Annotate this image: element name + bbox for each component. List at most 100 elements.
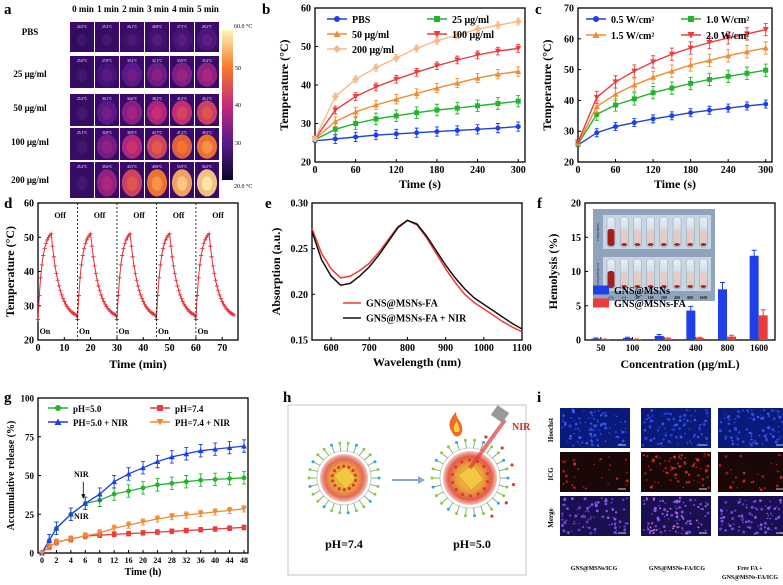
cell-dot <box>675 507 678 510</box>
cell-dot <box>779 438 781 440</box>
cell-dot <box>593 410 596 413</box>
cell-dot <box>697 443 700 446</box>
x-tick-label: 400 <box>689 343 703 353</box>
cell-dot <box>599 458 602 461</box>
data-point <box>80 253 85 258</box>
cell-dot <box>779 501 782 504</box>
data-point <box>117 275 122 281</box>
x-tick-label: 900 <box>438 343 453 354</box>
cell-dot <box>561 512 564 515</box>
drug-molecule <box>331 479 335 483</box>
thermal-core <box>76 106 88 120</box>
a-row-label-1: 25 μg/ml <box>13 69 47 79</box>
data-point <box>83 241 88 246</box>
cell-dot <box>692 435 696 438</box>
inset-row-label: GNS@MSNs-FA <box>596 262 600 285</box>
data-point <box>213 278 218 283</box>
y-tick-label: 10 <box>571 267 581 278</box>
cell-dot <box>669 457 672 460</box>
data-point <box>231 312 237 318</box>
data-point <box>46 537 53 543</box>
nir-arrow-head <box>81 494 86 499</box>
legend-label: 50 μg/ml <box>352 30 389 41</box>
ligand-head <box>368 499 372 503</box>
cell-dot <box>593 528 596 531</box>
data-point <box>631 120 637 126</box>
thermal-core <box>176 34 188 46</box>
data-point <box>171 263 176 269</box>
cell-dot <box>566 531 570 535</box>
inset-row-label: GNS@MSNs <box>596 223 600 241</box>
merge-dot <box>695 519 698 522</box>
data-point <box>137 288 142 293</box>
cell-dot <box>759 499 762 503</box>
cell-dot <box>675 515 679 519</box>
data-point <box>67 536 74 542</box>
error-bar <box>729 334 734 338</box>
data-point <box>35 317 41 322</box>
cell-dot <box>588 511 590 513</box>
cell-dot <box>706 415 709 418</box>
data-point <box>172 271 178 276</box>
data-point <box>725 73 731 79</box>
released-drug <box>511 482 516 487</box>
x-tick-label: 240 <box>721 165 736 176</box>
tube-pellet <box>647 285 654 288</box>
cell-dot <box>760 507 764 511</box>
data-point <box>454 127 460 133</box>
thermal-readout: 53.9°C <box>177 165 188 169</box>
data-point <box>212 509 219 515</box>
thermal-core <box>76 34 88 46</box>
i-row-label-hoechst: Hoechst <box>547 417 555 442</box>
cell-dot <box>754 439 757 442</box>
x-tick-label: 28 <box>168 556 176 565</box>
error-bar <box>665 337 671 340</box>
cell-dot <box>778 515 781 518</box>
data-point <box>46 544 53 550</box>
x-tick-label: 2 <box>54 556 58 565</box>
cell-dot <box>591 414 594 417</box>
cell-dot <box>615 477 619 480</box>
tube-pellet <box>634 285 641 288</box>
ligand-head <box>346 511 350 515</box>
data-point <box>706 76 712 82</box>
error-bar <box>697 336 703 339</box>
error-bar <box>634 338 639 340</box>
x-tick-label: 12 <box>110 556 118 565</box>
thermal-core <box>126 176 138 191</box>
cell-dot <box>686 442 689 445</box>
data-point <box>123 237 129 243</box>
cell-dot <box>577 528 581 532</box>
ph-label-right: pH=5.0 <box>453 537 491 551</box>
x-tick-label: 36 <box>197 556 205 565</box>
ligand-head <box>481 512 485 516</box>
cell-dot <box>686 419 689 423</box>
cell-dot <box>604 426 608 430</box>
legend-label: GNS@MSNs <box>614 286 670 297</box>
cell-dot <box>569 434 573 438</box>
data-point <box>209 254 214 260</box>
data-point <box>93 271 99 276</box>
data-point <box>60 296 66 301</box>
cell-dot <box>694 498 697 501</box>
data-point <box>372 84 379 90</box>
data-point <box>53 539 60 546</box>
cell-dot <box>747 411 750 414</box>
cell-dot <box>669 412 672 416</box>
cell-dot <box>682 501 685 504</box>
data-point <box>687 45 694 52</box>
cell-dot <box>737 515 740 518</box>
data-point <box>332 107 339 114</box>
cell-dot <box>588 432 593 436</box>
y-tick-label: 40 <box>301 81 311 92</box>
data-point <box>168 514 175 520</box>
cell-dot <box>760 414 762 416</box>
a-col-label-4: 4 min <box>172 4 194 14</box>
thermal-core <box>176 140 188 154</box>
a-row-label-2: 50 μg/ml <box>13 103 47 113</box>
data-point <box>474 52 481 58</box>
data-point <box>393 131 399 137</box>
data-point <box>155 482 160 488</box>
thermal-core <box>101 176 113 191</box>
cell-dot <box>687 473 691 476</box>
